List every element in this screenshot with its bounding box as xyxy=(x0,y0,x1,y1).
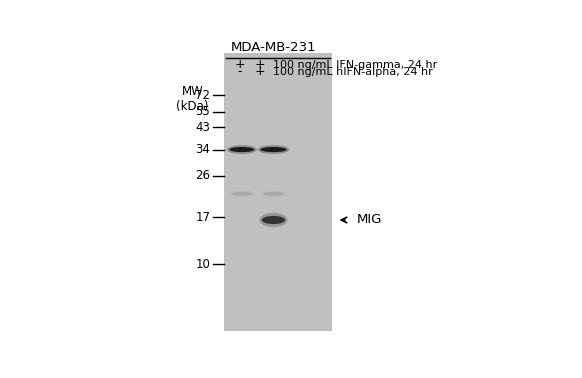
Text: 100 ng/mL IFN-gamma, 24 hr: 100 ng/mL IFN-gamma, 24 hr xyxy=(274,60,438,70)
Text: 26: 26 xyxy=(196,169,210,182)
Text: 55: 55 xyxy=(196,105,210,118)
Ellipse shape xyxy=(258,145,289,154)
Bar xyxy=(224,53,332,331)
Text: +: + xyxy=(235,58,245,71)
Text: +: + xyxy=(254,58,265,71)
Text: 43: 43 xyxy=(196,121,210,134)
Text: 10: 10 xyxy=(196,258,210,271)
Ellipse shape xyxy=(260,147,287,152)
Text: MDA-MB-231: MDA-MB-231 xyxy=(230,41,316,54)
Text: 72: 72 xyxy=(196,89,210,102)
Ellipse shape xyxy=(261,191,286,197)
Ellipse shape xyxy=(262,216,285,224)
Ellipse shape xyxy=(227,145,257,154)
Text: +: + xyxy=(254,65,265,78)
Text: 17: 17 xyxy=(196,211,210,223)
Text: MW
(kDa): MW (kDa) xyxy=(176,85,208,113)
Text: MIG: MIG xyxy=(357,214,382,226)
Text: -: - xyxy=(237,65,242,78)
Text: 100 ng/mL hIFN-alpha, 24 hr: 100 ng/mL hIFN-alpha, 24 hr xyxy=(274,67,433,77)
Ellipse shape xyxy=(232,192,252,196)
Text: 34: 34 xyxy=(196,143,210,156)
Ellipse shape xyxy=(229,147,254,152)
Ellipse shape xyxy=(229,191,254,197)
Ellipse shape xyxy=(260,213,288,227)
Ellipse shape xyxy=(263,192,284,196)
